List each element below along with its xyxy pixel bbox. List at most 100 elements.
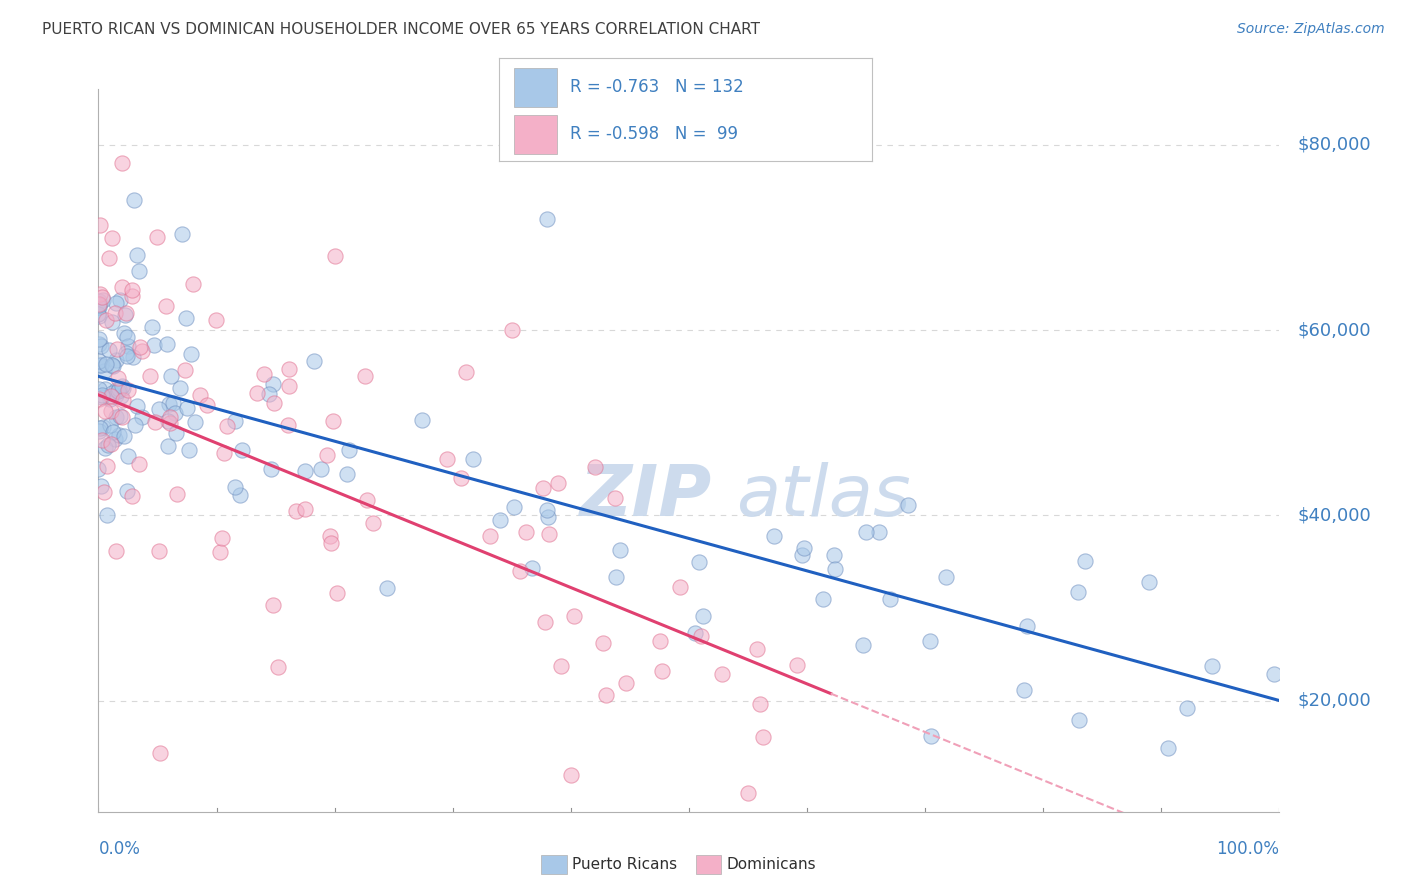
Text: Puerto Ricans: Puerto Ricans: [572, 857, 678, 871]
Point: [319, 535, 342, 549]
Point: [89, 420, 111, 434]
Point: [105, 296, 128, 310]
Point: [111, 381, 134, 395]
Point: [146, 230, 169, 244]
Point: [155, 299, 177, 313]
Point: [121, 489, 143, 503]
Point: [159, 410, 181, 425]
Point: [94, 382, 117, 396]
Point: [208, 545, 231, 559]
Point: [759, 834, 782, 848]
Point: [111, 392, 134, 407]
Point: [104, 432, 127, 446]
Point: [117, 383, 139, 397]
Point: [90, 359, 112, 373]
Point: [111, 410, 134, 425]
Point: [89, 309, 111, 323]
Point: [124, 418, 146, 433]
Point: [547, 475, 569, 490]
Point: [131, 410, 153, 425]
Point: [336, 467, 359, 481]
Point: [326, 586, 349, 600]
Point: [160, 369, 183, 384]
Point: [108, 382, 131, 396]
Point: [1015, 619, 1038, 633]
Text: $60,000: $60,000: [1298, 321, 1371, 339]
Point: [176, 401, 198, 415]
Text: $40,000: $40,000: [1298, 507, 1371, 524]
Point: [87, 354, 110, 368]
Point: [377, 581, 399, 595]
Point: [522, 561, 544, 575]
Point: [211, 531, 233, 545]
Point: [609, 542, 631, 557]
Point: [711, 667, 734, 681]
Text: $20,000: $20,000: [1298, 691, 1371, 709]
Point: [688, 555, 710, 569]
Point: [550, 658, 572, 673]
Point: [170, 227, 193, 241]
Point: [105, 409, 128, 424]
Point: [361, 516, 384, 530]
Point: [114, 308, 136, 322]
FancyBboxPatch shape: [515, 69, 557, 107]
Point: [503, 500, 526, 514]
Point: [111, 156, 134, 170]
Point: [217, 419, 239, 434]
Point: [100, 315, 122, 329]
Point: [115, 306, 138, 320]
Point: [174, 311, 197, 326]
Point: [101, 230, 124, 244]
Point: [105, 388, 128, 402]
Point: [127, 399, 149, 413]
Point: [489, 513, 512, 527]
Point: [1069, 713, 1091, 727]
Point: [162, 396, 184, 410]
Point: [184, 415, 207, 429]
Text: 0.0%: 0.0%: [98, 839, 141, 857]
Point: [262, 377, 284, 392]
Point: [115, 346, 138, 360]
Point: [224, 480, 246, 494]
Point: [879, 591, 901, 606]
Point: [763, 529, 786, 543]
Point: [1201, 659, 1223, 673]
Point: [87, 461, 110, 475]
Point: [685, 625, 707, 640]
Point: [143, 338, 166, 352]
Point: [309, 462, 332, 476]
Point: [177, 442, 200, 457]
Point: [131, 344, 153, 359]
Text: R = -0.598   N =  99: R = -0.598 N = 99: [569, 125, 738, 143]
Point: [107, 428, 129, 442]
Point: [100, 389, 122, 403]
Point: [224, 414, 246, 428]
Point: [651, 664, 673, 678]
Point: [356, 492, 378, 507]
Point: [852, 638, 875, 652]
Point: [533, 615, 555, 630]
Point: [229, 488, 252, 502]
Point: [786, 657, 808, 672]
Point: [1014, 682, 1036, 697]
Point: [101, 425, 124, 440]
Point: [648, 634, 671, 648]
Point: [278, 379, 301, 393]
Point: [101, 359, 124, 373]
Point: [128, 457, 150, 471]
Point: [98, 417, 121, 432]
Point: [98, 392, 121, 406]
Point: [897, 498, 920, 512]
Point: [105, 342, 128, 356]
Point: [302, 354, 325, 368]
Point: [91, 290, 114, 304]
Point: [122, 194, 145, 208]
Point: [101, 385, 124, 400]
Point: [353, 368, 375, 383]
Point: [260, 462, 283, 476]
Point: [1137, 574, 1160, 589]
Point: [96, 458, 118, 473]
Point: [87, 337, 110, 351]
Point: [583, 459, 606, 474]
Point: [174, 363, 197, 377]
